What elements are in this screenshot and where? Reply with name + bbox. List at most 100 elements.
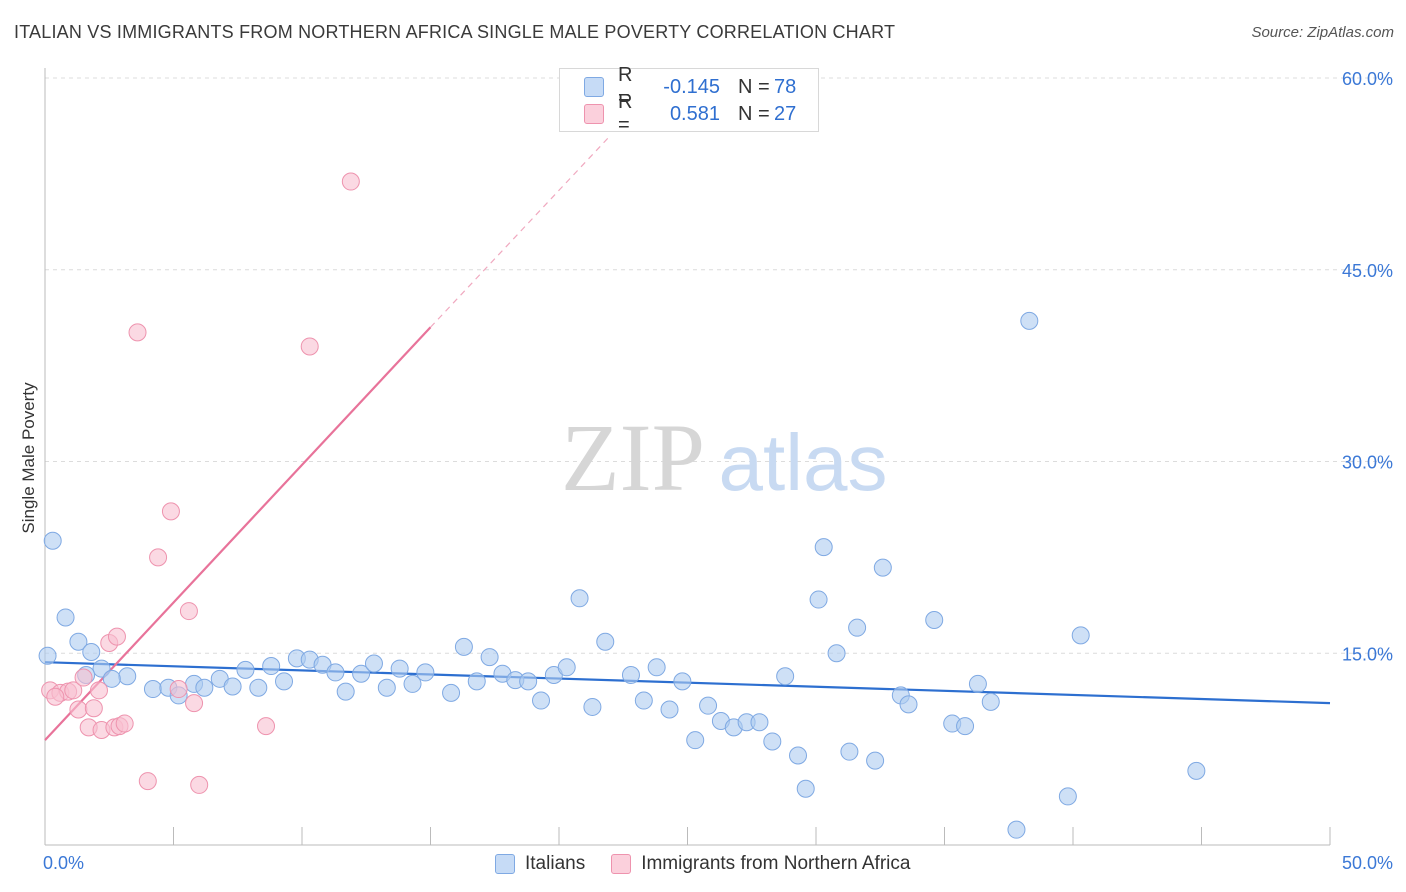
italians-point [249,678,268,697]
italians-point [673,672,692,691]
legend-row-italians: R = -0.145 N = 78 [584,64,797,109]
italians-point [69,632,88,651]
italians-point [763,732,782,751]
series-label-immigrants: Immigrants from Northern Africa [641,853,911,874]
series-legend-immigrants[interactable]: Immigrants from Northern Africa [611,853,910,875]
series-swatch-immigrants [611,854,632,874]
italians-point [236,660,255,679]
italians-point [82,642,101,661]
italians-point [467,672,486,691]
immigrants-point [69,700,88,719]
italians-point [454,637,473,656]
italians-point [390,659,409,678]
italians-point [660,700,679,719]
italians-point [377,678,396,697]
italians-point [686,731,705,750]
axes [44,68,1331,846]
italians-point [583,697,602,716]
y-tick-label: 45.0% [1342,261,1393,281]
italians-point [102,669,121,688]
immigrants-point [128,323,147,342]
trend-line-1 [44,326,432,741]
italians-point [1020,311,1039,330]
legend-swatch-immigrants [584,104,604,124]
italians-point [873,558,892,577]
series-legend-italians[interactable]: Italians [495,853,585,875]
italians-point [570,589,589,608]
legend-row-immigrants: R = 0.581 N = 27 [584,91,797,136]
trend-extension-1 [430,135,611,328]
italians-point [621,665,640,684]
italians-point [1071,626,1090,645]
italians-point [814,538,833,557]
chart-source: Source: ZipAtlas.com [1251,24,1394,41]
legend-n-label: N = [738,102,770,125]
italians-point [557,658,576,677]
italians-point [699,696,718,715]
italians-point [848,618,867,637]
y-tick-label: 30.0% [1342,453,1393,473]
italians-point [840,742,859,761]
italians-point [532,691,551,710]
x-tick-label: 0.0% [43,853,84,873]
italians-point [38,646,57,665]
watermark-zip: ZIP [561,404,705,511]
italians-point [275,672,294,691]
legend-n-label: N = [738,75,770,98]
y-tick-label: 15.0% [1342,644,1393,664]
italians-point [899,695,918,714]
series-legend: Italians Immigrants from Northern Africa [495,853,936,875]
italians-point [750,713,769,732]
legend-n-value: 78 [774,75,797,98]
x-tick-label: 50.0% [1342,853,1393,873]
watermark: ZIP atlas [561,404,887,511]
immigrants-point [46,687,65,706]
italians-point [647,658,666,677]
immigrants-point [64,681,83,700]
italians-point [981,692,1000,711]
italians-point [925,611,944,630]
y-tick-label: 60.0% [1342,69,1393,89]
legend-n-value: 27 [774,102,797,125]
immigrants-point [74,668,93,687]
italians-point [1058,787,1077,806]
immigrants-point [138,772,157,791]
immigrants-point [161,502,180,521]
italians-point [968,674,987,693]
italians-point [1187,761,1206,780]
italians-point [596,632,615,651]
immigrants-point [190,775,209,794]
italians-point [796,779,815,798]
immigrants-point [149,548,168,567]
data-points [38,172,1206,839]
italians-point [480,648,499,667]
immigrants-point [257,717,276,736]
italians-point [827,644,846,663]
italians-point [809,590,828,609]
gridlines [45,77,1392,654]
italians-point [416,663,435,682]
immigrants-point [179,602,198,621]
italians-point [442,683,461,702]
italians-point [634,691,653,710]
italians-point [336,682,355,701]
italians-point [1007,820,1026,839]
tick-labels: 15.0% 30.0% 45.0% 60.0% 0.0% 50.0% [43,69,1393,873]
legend-r-value: -0.145 [663,75,720,98]
italians-point [519,672,538,691]
y-axis-label: Single Male Poverty [19,382,38,534]
italians-point [352,664,371,683]
italians-point [403,674,422,693]
italians-point [262,657,281,676]
italians-point [789,746,808,765]
immigrants-point [84,699,103,718]
immigrants-point [107,627,126,646]
legend-swatch-italians [584,77,604,97]
italians-point [143,680,162,699]
italians-point [118,667,137,686]
immigrants-point [185,694,204,713]
italians-point [326,663,345,682]
italians-point [364,654,383,673]
italians-point [956,717,975,736]
